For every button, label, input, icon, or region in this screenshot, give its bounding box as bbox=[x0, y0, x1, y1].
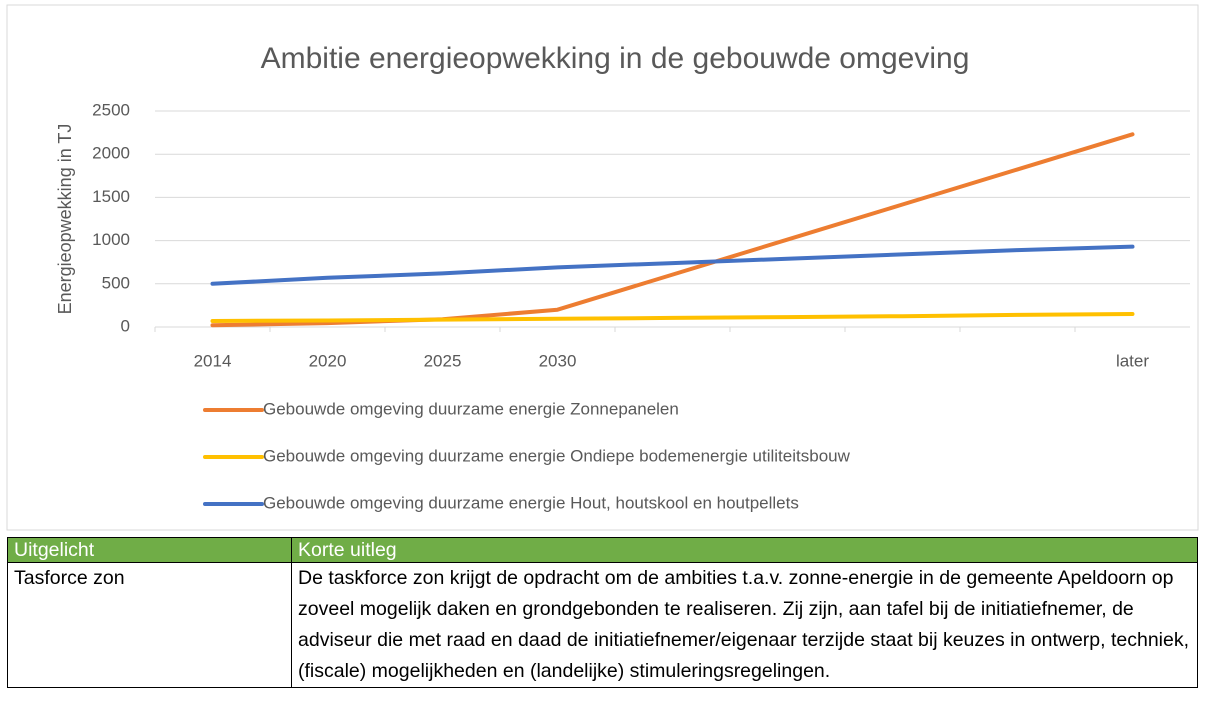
x-tick-label: 2014 bbox=[194, 351, 232, 370]
chart: Ambitie energieopwekking in de gebouwde … bbox=[6, 4, 1199, 531]
x-tick-label: 2025 bbox=[424, 351, 462, 370]
x-tick-label: 2020 bbox=[309, 351, 347, 370]
table-header: Uitgelicht Korte uitleg bbox=[7, 537, 1198, 563]
y-tick-label: 500 bbox=[102, 273, 130, 292]
y-tick-label: 2000 bbox=[92, 144, 130, 163]
series-line bbox=[210, 312, 1135, 323]
x-tick-label: 2030 bbox=[539, 351, 577, 370]
y-tick-label: 1500 bbox=[92, 187, 130, 206]
x-tick-label: later bbox=[1116, 351, 1149, 370]
header-cell: Korte uitleg bbox=[291, 537, 1198, 563]
y-tick-label: 0 bbox=[121, 316, 130, 335]
legend-label: Gebouwde omgeving duurzame energie Ondie… bbox=[263, 446, 851, 465]
cell: Tasforce zon bbox=[7, 562, 292, 688]
cell: De taskforce zon krijgt de opdracht om d… bbox=[291, 562, 1198, 688]
legend-label: Gebouwde omgeving duurzame energie Hout,… bbox=[263, 493, 799, 512]
legend-label: Gebouwde omgeving duurzame energie Zonne… bbox=[263, 399, 679, 418]
y-tick-label: 1000 bbox=[92, 230, 130, 249]
table-row: Tasforce zon De taskforce zon krijgt de … bbox=[7, 562, 1198, 688]
table: Uitgelicht Korte uitleg Tasforce zon De … bbox=[7, 537, 1198, 688]
y-tick-label: 2500 bbox=[92, 100, 130, 119]
chart-title: Ambitie energieopwekking in de gebouwde … bbox=[261, 42, 970, 75]
series-line bbox=[210, 244, 1135, 286]
y-axis-label: Energieopwekking in TJ bbox=[55, 124, 75, 315]
header-cell: Uitgelicht bbox=[7, 537, 292, 563]
